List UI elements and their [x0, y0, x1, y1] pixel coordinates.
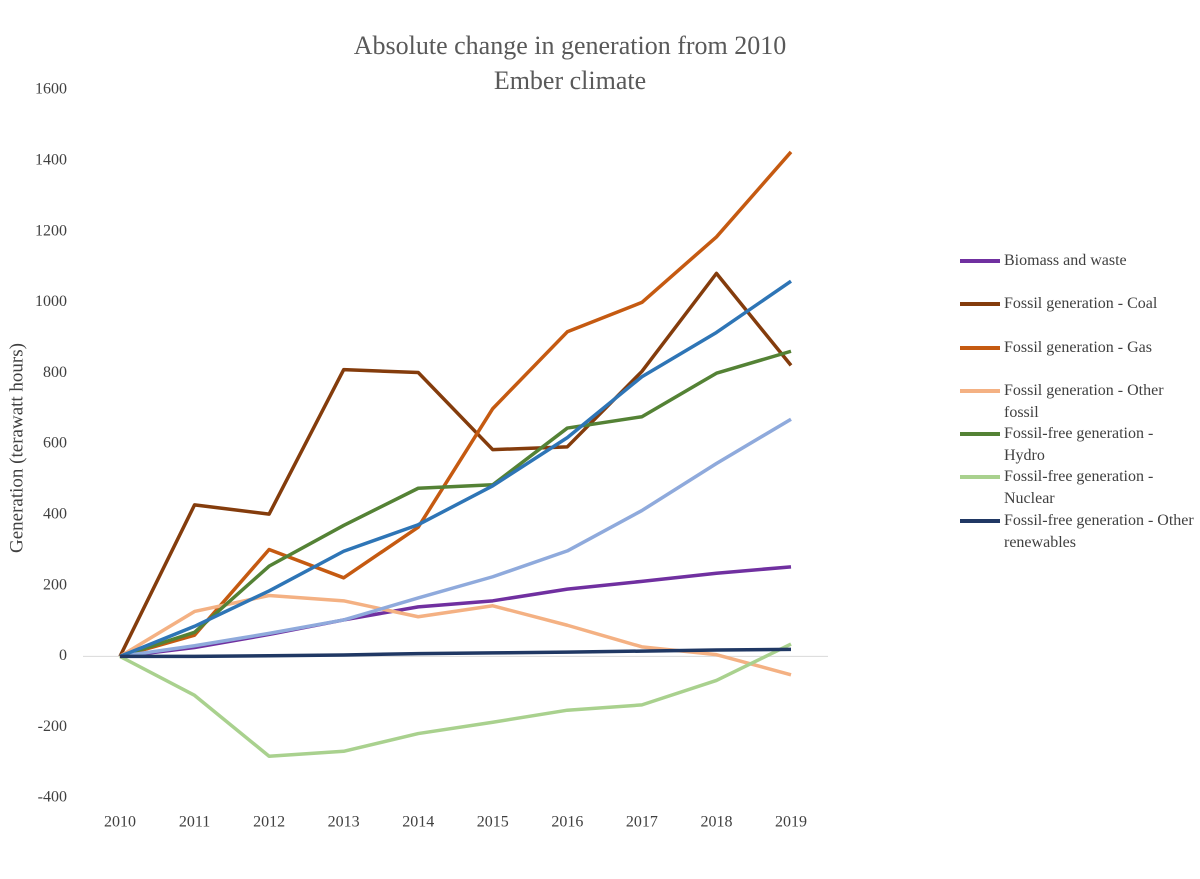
- y-tick-label: 1200: [35, 222, 67, 239]
- legend-label: Fossil generation - Gas: [1004, 338, 1152, 356]
- y-tick-label: 400: [43, 505, 67, 522]
- legend-entry: Fossil-free generation - Nuclear: [960, 466, 1195, 509]
- legend-label: Fossil-free generation - Other renewable…: [1004, 511, 1194, 551]
- legend-swatch: [960, 302, 1000, 307]
- legend-swatch: [960, 432, 1000, 437]
- x-tick-label: 2011: [179, 814, 210, 831]
- legend: Biomass and waste Fossil generation - Coa…: [960, 250, 1195, 553]
- y-tick-label: -400: [38, 789, 67, 806]
- legend-swatch: [960, 388, 1000, 393]
- series-line: [119, 349, 792, 659]
- series-line: [119, 417, 792, 659]
- legend-swatch: [960, 259, 1000, 263]
- y-tick-label: 1600: [35, 81, 67, 98]
- x-tick-label: 2018: [700, 814, 732, 831]
- series-line: [120, 647, 792, 659]
- chart-subtitle: Ember climate: [494, 66, 646, 95]
- legend-entry: Biomass and waste: [960, 250, 1195, 293]
- x-tick-label: 2016: [551, 814, 583, 831]
- series-line: [119, 150, 793, 659]
- legend-swatch: [960, 518, 1000, 523]
- x-tick-label: 2019: [775, 814, 807, 831]
- x-tick-label: 2014: [402, 814, 434, 831]
- series-line: [119, 279, 792, 659]
- legend-entry: Fossil-free generation - Hydro: [960, 423, 1195, 466]
- legend-swatch: [960, 345, 1000, 350]
- legend-label: Fossil-free generation - Nuclear: [1004, 468, 1154, 508]
- y-tick-label: 1000: [35, 293, 67, 310]
- y-tick-label: 1400: [35, 151, 67, 168]
- series-line: [118, 271, 793, 658]
- x-tick-label: 2012: [253, 814, 285, 831]
- legend-entry: Fossil generation - Coal: [960, 293, 1195, 336]
- legend-entry: Fossil generation - Other fossil: [960, 380, 1195, 423]
- legend-label: Biomass and waste: [1004, 252, 1127, 269]
- legend-label: Fossil generation - Other fossil: [1004, 381, 1164, 421]
- x-tick-label: 2013: [328, 814, 360, 831]
- chart-title: Absolute change in generation from 2010: [354, 31, 787, 60]
- legend-entry: Fossil generation - Gas: [960, 337, 1195, 380]
- y-axis-label: Generation (terawatt hours): [6, 343, 27, 553]
- series-line: [119, 642, 792, 758]
- x-tick-label: 2010: [104, 814, 136, 831]
- legend-swatch: [960, 475, 1000, 480]
- y-tick-label: 800: [43, 364, 67, 381]
- x-tick-label: 2015: [477, 814, 509, 831]
- y-tick-label: -200: [38, 718, 67, 735]
- legend-label: Fossil generation - Coal: [1004, 295, 1158, 313]
- y-tick-label: 0: [59, 647, 67, 664]
- legend-label: Fossil-free generation - Hydro: [1004, 425, 1154, 465]
- y-tick-label: 200: [43, 576, 67, 593]
- x-tick-label: 2017: [626, 814, 658, 831]
- legend-entry: Fossil-free generation - Other renewable…: [960, 510, 1195, 553]
- y-tick-label: 600: [43, 435, 67, 452]
